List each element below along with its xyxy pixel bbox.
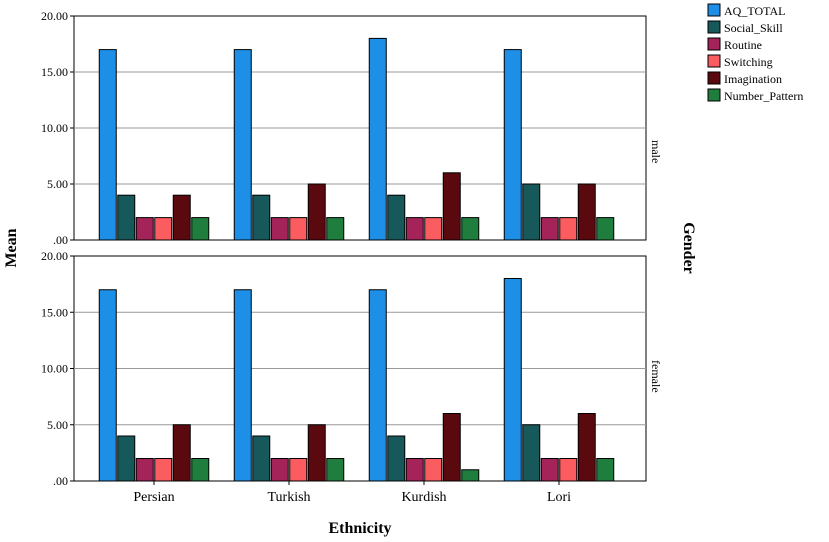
y-tick-label: 10.00 <box>41 121 68 135</box>
bar-male-turkish-social_skill <box>252 194 271 241</box>
bar-female-kurdish-social_skill <box>387 435 406 482</box>
legend-label-aq_total: AQ_TOTAL <box>724 4 785 18</box>
legend-swatch-switching <box>707 54 721 68</box>
y-tick-label: 5.00 <box>47 418 68 432</box>
panel-label-male: male <box>649 140 663 163</box>
legend-label-switching: Switching <box>724 55 773 69</box>
legend-label-social_skill: Social_Skill <box>724 21 783 35</box>
bar-female-kurdish-number_pattern <box>461 469 480 482</box>
bar-male-kurdish-routine <box>405 217 424 241</box>
bar-female-kurdish-imagination <box>442 413 461 482</box>
facet-title: Gender <box>680 222 697 274</box>
bar-female-turkish-imagination <box>307 424 326 482</box>
bar-female-kurdish-aq_total <box>368 289 387 482</box>
bar-male-lori-social_skill <box>522 183 541 241</box>
bar-male-turkish-aq_total <box>233 49 252 241</box>
bar-male-persian-social_skill <box>117 194 136 241</box>
bar-female-persian-switching <box>154 458 173 482</box>
bars <box>98 37 615 482</box>
panel-label-female: female <box>649 360 663 393</box>
bar-male-kurdish-number_pattern <box>461 217 480 241</box>
bar-male-kurdish-switching <box>424 217 443 241</box>
bar-male-lori-routine <box>540 217 559 241</box>
x-tick-label-persian: Persian <box>133 490 174 505</box>
y-tick-label: 10.00 <box>41 362 68 376</box>
bar-male-persian-number_pattern <box>191 217 210 241</box>
bar-male-kurdish-aq_total <box>368 37 387 241</box>
x-tick-label-turkish: Turkish <box>267 490 310 505</box>
y-tick-label: 5.00 <box>47 177 68 191</box>
legend: AQ_TOTAL Social_Skill Routine Switching Imag… <box>707 3 803 103</box>
bar-female-lori-social_skill <box>522 424 541 482</box>
bar-female-lori-switching <box>559 458 578 482</box>
bar-female-turkish-routine <box>270 458 289 482</box>
y-tick-label: 15.00 <box>41 65 68 79</box>
bar-female-persian-number_pattern <box>191 458 210 482</box>
bar-female-kurdish-routine <box>405 458 424 482</box>
bar-male-persian-imagination <box>172 194 191 241</box>
bar-male-lori-aq_total <box>503 49 522 241</box>
y-tick-label: 20.00 <box>41 9 68 23</box>
bar-female-turkish-social_skill <box>252 435 271 482</box>
legend-label-number_pattern: Number_Pattern <box>724 89 803 103</box>
legend-swatch-number_pattern <box>707 88 721 102</box>
legend-swatch-routine <box>707 37 721 51</box>
legend-swatch-social_skill <box>707 20 721 34</box>
bar-male-turkish-imagination <box>307 183 326 241</box>
y-tick-label: .00 <box>53 233 68 247</box>
bar-female-turkish-switching <box>289 458 308 482</box>
bar-male-persian-routine <box>135 217 154 241</box>
legend-swatch-aq_total <box>707 3 721 17</box>
legend-label-routine: Routine <box>724 38 762 52</box>
legend-label-imagination: Imagination <box>724 72 782 86</box>
bar-male-persian-switching <box>154 217 173 241</box>
bar-female-lori-aq_total <box>503 278 522 482</box>
bar-female-lori-number_pattern <box>596 458 615 482</box>
legend-swatch-imagination <box>707 71 721 85</box>
bar-female-turkish-aq_total <box>233 289 252 482</box>
y-tick-label: .00 <box>53 474 68 488</box>
bar-male-lori-switching <box>559 217 578 241</box>
bar-male-kurdish-imagination <box>442 172 461 241</box>
bar-female-lori-routine <box>540 458 559 482</box>
x-tick-label-lori: Lori <box>547 490 571 505</box>
bar-male-kurdish-social_skill <box>387 194 406 241</box>
y-tick-label: 15.00 <box>41 305 68 319</box>
bar-female-persian-imagination <box>172 424 191 482</box>
bar-male-persian-aq_total <box>98 49 117 241</box>
bar-male-turkish-number_pattern <box>326 217 345 241</box>
y-axis-ticks: .00 5.00 10.00 15.00 20.00 .00 5.00 10.00 15.00 2… <box>41 9 74 488</box>
bar-female-lori-imagination <box>577 413 596 482</box>
y-axis-title: Mean <box>3 228 20 267</box>
bar-female-persian-routine <box>135 458 154 482</box>
bar-male-lori-number_pattern <box>596 217 615 241</box>
bar-male-turkish-switching <box>289 217 308 241</box>
x-axis-title: Ethnicity <box>328 520 391 537</box>
x-tick-label-kurdish: Kurdish <box>401 490 446 505</box>
gridlines <box>74 71 646 426</box>
bar-female-turkish-number_pattern <box>326 458 345 482</box>
bar-female-kurdish-switching <box>424 458 443 482</box>
x-axis-categories: Persian Turkish Kurdish Lori <box>133 481 571 505</box>
bar-female-persian-social_skill <box>117 435 136 482</box>
y-tick-label: 20.00 <box>41 249 68 263</box>
bar-female-persian-aq_total <box>98 289 117 482</box>
bar-male-lori-imagination <box>577 183 596 241</box>
bar-male-turkish-routine <box>270 217 289 241</box>
